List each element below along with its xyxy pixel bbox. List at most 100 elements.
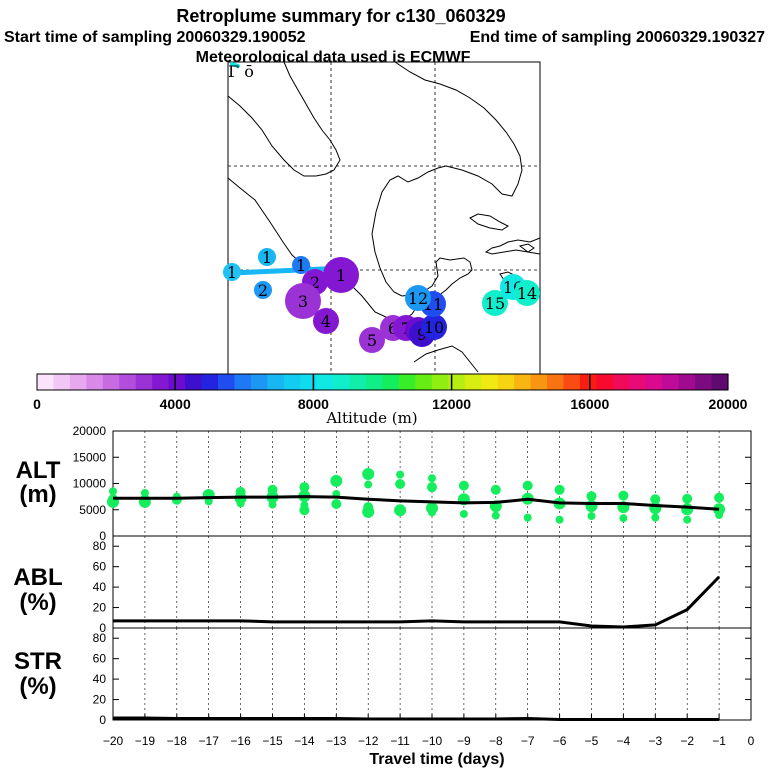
colorbar-cell [563, 374, 581, 390]
plume-points: 1121234156789101112151614 [223, 248, 540, 353]
plume-point-marker [285, 283, 321, 319]
x-tick-label: −1 [712, 734, 726, 748]
x-tick-label: −10 [422, 734, 443, 748]
alt-panel: ALT (m) 0 5000 10000 15000 20000 [16, 424, 752, 543]
x-tick-label: −17 [199, 734, 220, 748]
x-tick-label: 0 [748, 734, 755, 748]
colorbar-cell [398, 374, 417, 390]
abl-panel: ABL (%) 0 20 40 60 80 [13, 535, 752, 635]
x-tick-label: −5 [585, 734, 599, 748]
colorbar-cell [530, 374, 548, 390]
alt-point [362, 468, 375, 481]
alt-point [299, 482, 310, 493]
alt-point [555, 515, 564, 524]
colorbar-cell [382, 374, 400, 390]
str-y-tick-label: 20 [93, 693, 107, 707]
plume-point: 14 [514, 280, 540, 306]
alt-point [650, 494, 661, 505]
alt-point [428, 508, 436, 517]
str-panel: STR (%) 0 20 40 60 80 [14, 627, 752, 727]
colorbar-cell [481, 374, 499, 390]
alt-point [236, 499, 245, 508]
abl-unit: (%) [19, 589, 56, 616]
alt-unit: (m) [19, 481, 56, 508]
abl-y-tick-label: 80 [93, 539, 107, 553]
alt-mean-line [113, 495, 720, 511]
alt-point [330, 474, 343, 487]
plume-point-marker [254, 281, 272, 299]
colorbar-cell [612, 374, 630, 390]
x-tick-label: −6 [553, 734, 567, 748]
plume-point-label: 9 [417, 325, 427, 344]
plume-point-marker [292, 256, 310, 274]
x-tick-label: −12 [358, 734, 379, 748]
x-tick-label: −20 [103, 734, 124, 748]
plume-point: 3 [285, 283, 321, 319]
alt-point [268, 500, 277, 509]
alt-point [714, 492, 725, 503]
colorbar-cell [695, 374, 713, 390]
alt-point [683, 515, 692, 524]
alt-point [458, 480, 469, 491]
alt-point [522, 480, 533, 491]
end-time-label: End time of sampling 20060329.190327 [470, 29, 765, 46]
str-unit: (%) [19, 673, 56, 700]
x-tick-label: −11 [390, 734, 410, 748]
colorbar-cell [497, 374, 515, 390]
colorbar-cell [201, 374, 219, 390]
colorbar-cell [662, 374, 680, 390]
colorbar-cell [300, 374, 318, 390]
colorbar-cell [366, 374, 384, 390]
x-tick-label: −9 [457, 734, 471, 748]
plume-point-marker [421, 314, 447, 340]
alt-point [618, 490, 629, 501]
alt-point [587, 512, 596, 521]
x-tick-label: −16 [230, 734, 251, 748]
plume-point: 4 [313, 308, 339, 334]
str-y-tick-label: 40 [93, 672, 107, 686]
colorbar-cell [448, 374, 466, 390]
colorbar-cell [152, 374, 170, 390]
alt-y-tick-label: 0 [99, 529, 106, 543]
colorbar-cell [69, 374, 87, 390]
plume-point: 1 [292, 256, 310, 275]
colorbar-cell [431, 374, 449, 390]
plume-point-label: 3 [298, 292, 308, 311]
abl-label: ABL [13, 564, 62, 591]
plume-point-marker [313, 308, 339, 334]
colorbar-cell [53, 374, 71, 390]
start-time-label: Start time of sampling 20060329.190052 [4, 29, 306, 46]
plume-point-marker [405, 285, 431, 311]
plume-point-marker [323, 257, 359, 293]
x-tick-label: −7 [521, 734, 535, 748]
colorbar-label: Altitude (m) [325, 409, 417, 427]
colorbar-cell [579, 374, 597, 390]
alt-point [682, 493, 693, 504]
x-tick-label: −15 [262, 734, 283, 748]
plume-point-label: 1 [296, 256, 306, 275]
x-tick-label: −8 [489, 734, 503, 748]
plume-point: 15 [482, 290, 508, 316]
plume-point-label: 10 [424, 318, 444, 337]
plume-point-marker [482, 290, 508, 316]
figure-title: Retroplume summary for c130_060329 [176, 6, 505, 26]
alt-point [299, 505, 310, 516]
x-tick-label: −2 [680, 734, 694, 748]
alt-point [681, 503, 694, 516]
alt-point [715, 511, 724, 519]
colorbar-cell [185, 374, 203, 390]
colorbar-cell [102, 374, 120, 390]
alt-y-tick-label: 5000 [79, 503, 106, 517]
str-y-tick-label: 60 [93, 652, 107, 666]
colorbar-cell [119, 374, 137, 390]
abl-y-tick-label: 20 [93, 601, 107, 615]
x-tick-label: −14 [294, 734, 315, 748]
plume-point: 12 [405, 285, 431, 311]
plume-point: 2 [254, 281, 272, 300]
colorbar-cell [217, 374, 236, 390]
colorbar-cell [645, 374, 663, 390]
x-tick-label: −18 [167, 734, 188, 748]
colorbar-cell [678, 374, 696, 390]
alt-point [459, 509, 468, 518]
